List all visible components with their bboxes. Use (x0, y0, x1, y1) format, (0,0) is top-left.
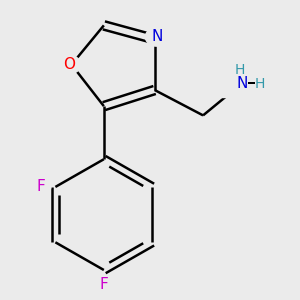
Text: F: F (36, 179, 45, 194)
Ellipse shape (94, 277, 114, 293)
Text: H: H (235, 63, 245, 77)
Ellipse shape (31, 178, 51, 195)
Bar (219, 67, 270, 97)
Text: N: N (237, 76, 248, 91)
Text: N: N (151, 29, 163, 44)
Text: F: F (100, 277, 108, 292)
Text: H: H (255, 77, 265, 91)
Text: O: O (63, 57, 75, 72)
Ellipse shape (58, 56, 81, 74)
Ellipse shape (146, 28, 169, 46)
